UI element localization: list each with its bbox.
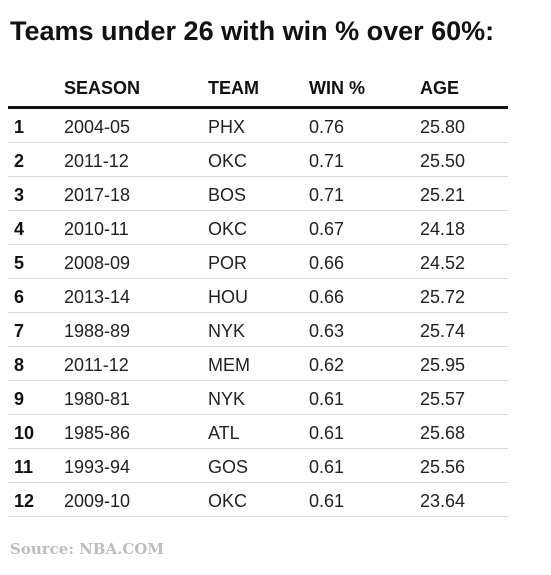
- team-cell: POR: [208, 253, 248, 273]
- age-cell: 25.50: [420, 151, 466, 171]
- table-row: 5 2008-09 POR 0.66 24.52: [8, 245, 508, 279]
- rank-cell: 5: [14, 253, 25, 273]
- team-cell: OKC: [208, 151, 248, 171]
- team-cell: HOU: [208, 287, 248, 307]
- table-row: 1 2004-05 PHX 0.76 25.80: [8, 109, 508, 143]
- age-cell: 25.56: [420, 457, 466, 477]
- team-cell: NYK: [208, 389, 246, 409]
- rank-cell: 12: [14, 491, 35, 511]
- win-pct-cell: 0.61: [309, 389, 345, 409]
- age-cell: 23.64: [420, 491, 466, 511]
- age-cell: 25.21: [420, 185, 466, 205]
- team-cell: MEM: [208, 355, 250, 375]
- win-pct-cell: 0.67: [309, 219, 345, 239]
- season-cell: 1980-81: [64, 389, 131, 409]
- table-row: 12 2009-10 OKC 0.61 23.64: [8, 483, 508, 517]
- table-header: SEASON TEAM WIN % AGE: [8, 72, 508, 109]
- win-pct-cell: 0.63: [309, 321, 345, 341]
- header-win-pct: WIN %: [309, 78, 365, 98]
- season-cell: 2011-12: [64, 151, 129, 171]
- table-row: 4 2010-11 OKC 0.67 24.18: [8, 211, 508, 245]
- table-row: 8 2011-12 MEM 0.62 25.95: [8, 347, 508, 381]
- season-cell: 2013-14: [64, 287, 131, 307]
- rank-cell: 2: [14, 151, 25, 171]
- season-cell: 2004-05: [64, 117, 131, 137]
- header-team: TEAM: [208, 78, 259, 98]
- header-season: SEASON: [64, 78, 141, 98]
- header-age: AGE: [420, 78, 460, 98]
- rank-cell: 6: [14, 287, 25, 307]
- team-cell: OKC: [208, 219, 248, 239]
- age-cell: 25.57: [420, 389, 466, 409]
- team-cell: PHX: [208, 117, 246, 137]
- season-cell: 1993-94: [64, 457, 131, 477]
- age-cell: 25.95: [420, 355, 466, 375]
- season-cell: 1988-89: [64, 321, 131, 341]
- season-cell: 2008-09: [64, 253, 131, 273]
- win-pct-cell: 0.71: [309, 185, 345, 205]
- rank-cell: 9: [14, 389, 25, 409]
- table-row: 3 2017-18 BOS 0.71 25.21: [8, 177, 508, 211]
- table-body: 1 2004-05 PHX 0.76 25.80 2 2011-12 OKC 0.71 25.50…: [8, 109, 508, 517]
- data-table: SEASON TEAM WIN % AGE 1 2004-05 PHX 0.76 25.…: [8, 72, 508, 517]
- rank-cell: 3: [14, 185, 25, 205]
- win-pct-cell: 0.66: [309, 253, 345, 273]
- season-cell: 2009-10: [64, 491, 131, 511]
- age-cell: 24.52: [420, 253, 466, 273]
- season-cell: 2017-18: [64, 185, 131, 205]
- team-cell: BOS: [208, 185, 247, 205]
- win-pct-cell: 0.61: [309, 491, 345, 511]
- team-cell: GOS: [208, 457, 249, 477]
- table-row: 6 2013-14 HOU 0.66 25.72: [8, 279, 508, 313]
- season-cell: 2011-12: [64, 355, 129, 375]
- rank-cell: 7: [14, 321, 25, 341]
- win-pct-cell: 0.62: [309, 355, 345, 375]
- rank-cell: 4: [14, 219, 25, 239]
- win-pct-cell: 0.71: [309, 151, 345, 171]
- table-row: 9 1980-81 NYK 0.61 25.57: [8, 381, 508, 415]
- table-row: 7 1988-89 NYK 0.63 25.74: [8, 313, 508, 347]
- source-note: Source: NBA.COM: [10, 540, 164, 558]
- age-cell: 25.68: [420, 423, 466, 443]
- rank-cell: 11: [14, 457, 34, 477]
- table-row: 11 1993-94 GOS 0.61 25.56: [8, 449, 508, 483]
- season-cell: 1985-86: [64, 423, 131, 443]
- team-cell: OKC: [208, 491, 248, 511]
- table-row: 2 2011-12 OKC 0.71 25.50: [8, 143, 508, 177]
- win-pct-cell: 0.61: [309, 457, 345, 477]
- age-cell: 24.18: [420, 219, 466, 239]
- rank-cell: 10: [14, 423, 35, 443]
- age-cell: 25.74: [420, 321, 466, 341]
- team-cell: ATL: [208, 423, 240, 443]
- season-cell: 2010-11: [64, 219, 129, 239]
- age-cell: 25.72: [420, 287, 466, 307]
- win-pct-cell: 0.66: [309, 287, 345, 307]
- rank-cell: 8: [14, 355, 25, 375]
- age-cell: 25.80: [420, 117, 466, 137]
- rank-cell: 1: [14, 117, 25, 137]
- chart-title: Teams under 26 with win % over 60%:: [10, 16, 495, 46]
- table-row: 10 1985-86 ATL 0.61 25.68: [8, 415, 508, 449]
- win-pct-cell: 0.61: [309, 423, 345, 443]
- team-cell: NYK: [208, 321, 246, 341]
- win-pct-cell: 0.76: [309, 117, 345, 137]
